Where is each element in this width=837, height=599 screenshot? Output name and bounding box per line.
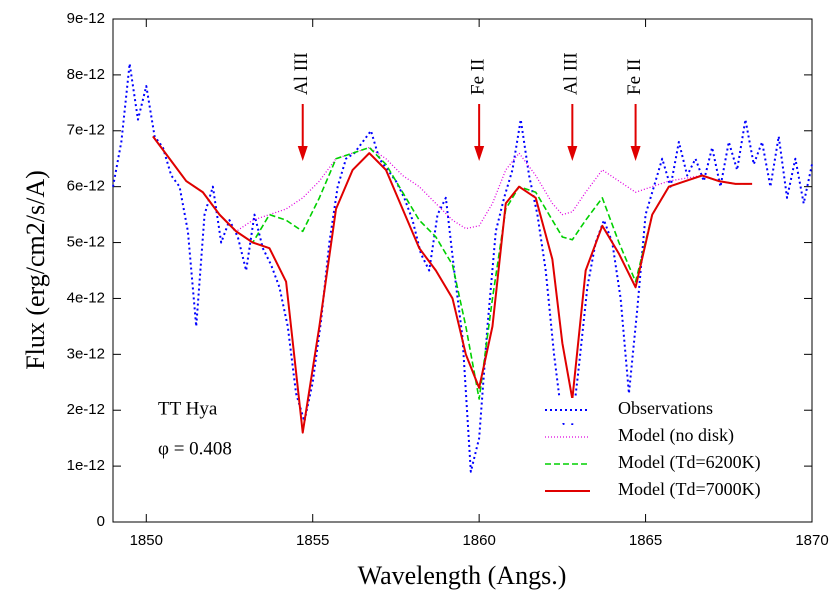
- note: TT Hya: [158, 398, 218, 419]
- annotation-label: Al III: [561, 52, 582, 95]
- annotation-arrowhead: [567, 146, 578, 161]
- annotation-label: Al III: [291, 52, 312, 95]
- y-tick-label: 4e-12: [67, 289, 105, 306]
- x-tick-label: 1860: [462, 532, 495, 549]
- legend-bg: [541, 398, 803, 423]
- series-line: [152, 135, 753, 400]
- series-line: [152, 135, 753, 434]
- y-tick-label: 6e-12: [67, 178, 105, 195]
- y-tick-label: 5e-12: [67, 234, 105, 251]
- x-tick-label: 1855: [296, 532, 329, 549]
- x-axis-label: Wavelength (Angs.): [358, 561, 567, 590]
- note: φ = 0.408: [158, 438, 232, 459]
- series-line: [112, 62, 813, 473]
- series-line: [152, 135, 753, 233]
- legend-label: Model (Td=6200K): [618, 452, 761, 473]
- y-tick-label: 3e-12: [67, 345, 105, 362]
- y-tick-label: 2e-12: [67, 401, 105, 418]
- plot-frame: [112, 18, 813, 523]
- legend-label: Model (no disk): [618, 425, 734, 446]
- legend-label: Observations: [618, 398, 713, 418]
- y-axis-label: Flux (erg/cm2/s/A): [21, 170, 50, 370]
- annotation-label: Fe II: [468, 59, 489, 95]
- y-tick-label: 8e-12: [67, 66, 105, 83]
- annotation-arrowhead: [630, 146, 641, 161]
- annotation-label: Fe II: [624, 59, 645, 95]
- annotation-arrowhead: [474, 146, 485, 161]
- x-tick-label: 1865: [629, 532, 662, 549]
- x-tick-label: 1870: [795, 532, 828, 549]
- legend-label: Model (Td=7000K): [618, 479, 761, 500]
- y-tick-label: 1e-12: [67, 457, 105, 474]
- y-tick-label: 9e-12: [67, 10, 105, 27]
- x-tick-label: 1850: [130, 532, 163, 549]
- annotation-arrowhead: [297, 146, 308, 161]
- y-tick-label: 7e-12: [67, 122, 105, 139]
- y-tick-label: 0: [97, 513, 105, 530]
